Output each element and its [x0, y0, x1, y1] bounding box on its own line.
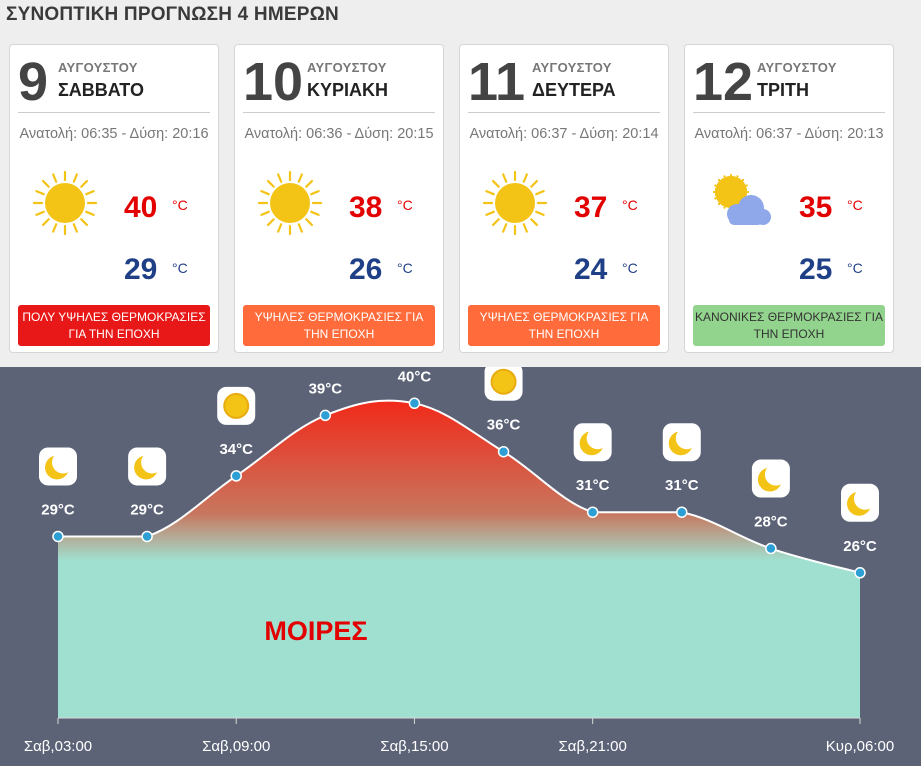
max-temp: 37: [574, 191, 608, 224]
max-temp-unit: °C: [397, 197, 413, 213]
data-label: 26°C: [843, 538, 877, 555]
data-point[interactable]: [854, 567, 866, 579]
divider: [693, 112, 885, 113]
max-temp-unit: °C: [172, 197, 188, 213]
hourly-temperature-chart: ΜΟΙΡΕΣ Σαβ,03:00 Σαβ,09:00 Σαβ,15:00 Σαβ,21:…: [0, 367, 921, 766]
sun-icon: [484, 367, 523, 401]
max-temp: 35: [799, 191, 833, 224]
data-point[interactable]: [319, 409, 332, 422]
min-temp-unit: °C: [397, 260, 413, 276]
max-temp-unit: °C: [847, 197, 863, 213]
sunrise-sunset: Ανατολή: 06:35 - Δύση: 20:16: [19, 126, 209, 142]
x-tick-label: Σαβ,09:00: [202, 738, 270, 755]
day-number: 10: [243, 52, 304, 112]
data-label: 34°C: [219, 441, 253, 458]
max-temp: 38: [349, 191, 383, 224]
month-label: ΑΥΓΟΥΣΤΟΥ: [532, 60, 612, 75]
day-card: 12 ΑΥΓΟΥΣΤΟΥ ΤΡΙΤΗ Ανατολή: 06:37 - Δύση: 2…: [684, 44, 894, 353]
data-label: 28°C: [754, 514, 788, 531]
day-card: 10 ΑΥΓΟΥΣΤΟΥ ΚΥΡΙΑΚΗ Ανατολή: 06:36 - Δύση:…: [234, 44, 444, 353]
chart-watermark: ΜΟΙΡΕΣ: [264, 616, 367, 646]
moon-icon: [39, 447, 77, 486]
sunrise-sunset: Ανατολή: 06:37 - Δύση: 20:13: [694, 126, 884, 142]
min-temp-unit: °C: [172, 260, 188, 276]
moon-icon: [841, 483, 879, 522]
forecast-cards: 9 ΑΥΓΟΥΣΤΟΥ ΣΑΒΒΑΤΟ Ανατολή: 06:35 - Δύση: …: [9, 44, 911, 355]
divider: [468, 112, 660, 113]
max-temp-unit: °C: [622, 197, 638, 213]
data-point[interactable]: [141, 530, 153, 543]
min-temp: 26: [349, 253, 383, 286]
data-point[interactable]: [52, 530, 64, 543]
min-temp: 29: [124, 253, 158, 286]
min-temp: 25: [799, 253, 833, 286]
weekday-label: ΚΥΡΙΑΚΗ: [307, 80, 389, 100]
data-point[interactable]: [765, 542, 777, 555]
max-temp: 40: [124, 191, 158, 224]
min-temp-unit: °C: [847, 260, 863, 276]
sunrise-sunset: Ανατολή: 06:37 - Δύση: 20:14: [469, 126, 659, 142]
day-number: 9: [18, 52, 49, 112]
temperature-area: [58, 400, 860, 718]
month-label: ΑΥΓΟΥΣΤΟΥ: [307, 60, 387, 75]
min-temp: 24: [574, 253, 608, 286]
x-tick-label: Σαβ,03:00: [24, 738, 92, 755]
month-label: ΑΥΓΟΥΣΤΟΥ: [757, 60, 837, 75]
sun-cloud-icon: [707, 170, 773, 236]
moon-icon: [128, 447, 167, 486]
x-tick-label: Σαβ,21:00: [559, 738, 627, 755]
moon-icon: [662, 423, 701, 462]
page-title: ΣΥΝΟΠΤΙΚΗ ΠΡΟΓΝΩΣΗ 4 ΗΜΕΡΩΝ: [6, 4, 339, 25]
x-tick-label: Σαβ,15:00: [380, 738, 448, 755]
data-point[interactable]: [676, 506, 688, 518]
data-label: 39°C: [309, 380, 343, 397]
temperature-line: [57, 399, 861, 574]
data-label: 31°C: [576, 477, 610, 494]
day-card: 11 ΑΥΓΟΥΣΤΟΥ ΔΕΥΤΕΡΑ Ανατολή: 06:37 - Δύση:…: [459, 44, 669, 353]
day-number: 11: [468, 52, 526, 112]
data-label: 31°C: [665, 477, 699, 494]
status-badge: ΠΟΛΥ ΥΨΗΛΕΣ ΘΕΡΜΟΚΡΑΣΙΕΣ ΓΙΑ ΤΗΝ ΕΠΟΧΗ: [18, 305, 210, 346]
day-number: 12: [693, 52, 754, 112]
weekday-label: ΣΑΒΒΑΤΟ: [58, 80, 144, 100]
data-label: 29°C: [130, 501, 164, 518]
x-tick-label: Κυρ,06:00: [826, 738, 894, 755]
data-label: 29°C: [41, 501, 75, 518]
month-label: ΑΥΓΟΥΣΤΟΥ: [58, 60, 138, 75]
sun-icon: [482, 170, 548, 236]
sun-icon: [32, 170, 98, 236]
data-point[interactable]: [586, 506, 599, 518]
status-badge: ΥΨΗΛΕΣ ΘΕΡΜΟΚΡΑΣΙΕΣ ΓΙΑ ΤΗΝ ΕΠΟΧΗ: [243, 305, 435, 346]
status-badge: ΥΨΗΛΕΣ ΘΕΡΜΟΚΡΑΣΙΕΣ ΓΙΑ ΤΗΝ ΕΠΟΧΗ: [468, 305, 660, 346]
weekday-label: ΔΕΥΤΕΡΑ: [532, 80, 616, 100]
moon-icon: [573, 423, 612, 462]
data-point[interactable]: [497, 445, 510, 458]
data-label: 36°C: [487, 417, 521, 434]
chart-canvas: ΜΟΙΡΕΣ Σαβ,03:00 Σαβ,09:00 Σαβ,15:00 Σαβ,21:…: [24, 367, 894, 755]
data-label: 40°C: [398, 368, 432, 385]
sun-icon: [257, 170, 323, 236]
divider: [18, 112, 210, 113]
sun-icon: [217, 386, 256, 425]
min-temp-unit: °C: [622, 260, 638, 276]
day-card: 9 ΑΥΓΟΥΣΤΟΥ ΣΑΒΒΑΤΟ Ανατολή: 06:35 - Δύση: …: [9, 44, 219, 353]
moon-icon: [751, 459, 790, 498]
data-point[interactable]: [230, 470, 242, 482]
sunrise-sunset: Ανατολή: 06:36 - Δύση: 20:15: [244, 126, 434, 142]
divider: [243, 112, 435, 113]
weekday-label: ΤΡΙΤΗ: [757, 80, 809, 100]
data-point[interactable]: [408, 397, 421, 410]
status-badge: ΚΑΝΟΝΙΚΕΣ ΘΕΡΜΟΚΡΑΣΙΕΣ ΓΙΑ ΤΗΝ ΕΠΟΧΗ: [693, 305, 885, 346]
